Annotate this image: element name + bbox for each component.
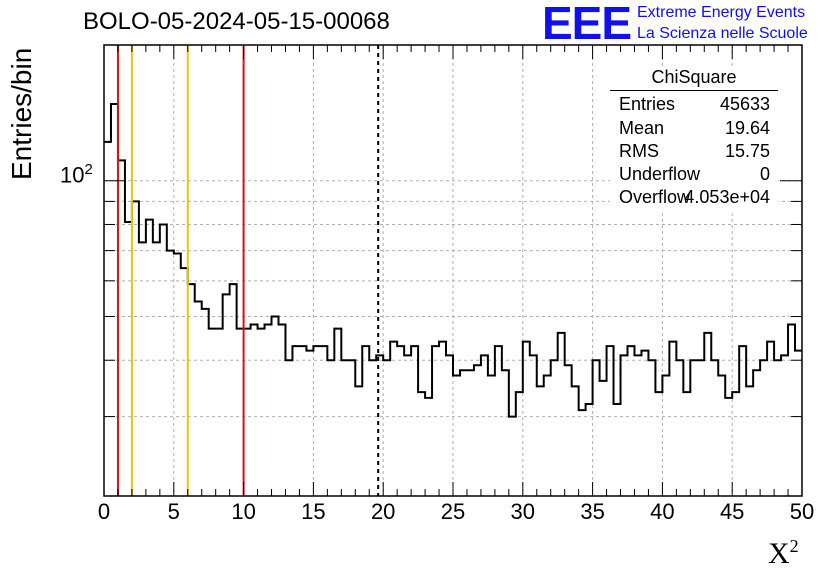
stats-row-entries: Entries 45633 xyxy=(619,94,770,118)
x-tick-label: 45 xyxy=(719,499,745,524)
stats-value: 45633 xyxy=(719,94,770,114)
stats-value: 4.053e+04 xyxy=(684,187,770,207)
stats-key: Underflow xyxy=(619,164,701,184)
logo-line-2: La Scienza nelle Scuole xyxy=(637,25,808,42)
stats-value: 15.75 xyxy=(724,141,770,161)
stats-separator xyxy=(610,90,778,91)
x-tick-label: 50 xyxy=(789,499,815,524)
stats-value: 19.64 xyxy=(724,118,770,138)
x-tick-label: 40 xyxy=(650,499,675,524)
x-tick-label: 15 xyxy=(301,499,326,524)
stats-row-overflow: Overflow 4.053e+04 xyxy=(619,187,770,211)
stats-row-mean: Mean 19.64 xyxy=(619,118,770,142)
x-tick-label: 25 xyxy=(440,499,466,524)
stats-key: Overflow xyxy=(619,187,691,207)
stats-key: Entries xyxy=(619,94,676,114)
stats-key: Mean xyxy=(619,118,665,138)
logo-line-1: Extreme Energy Events xyxy=(637,4,806,21)
y-axis-label: Entries/bin xyxy=(6,47,37,180)
eee-logo: EEE xyxy=(542,0,632,49)
stats-row-rms: RMS 15.75 xyxy=(619,141,770,165)
x-axis-label: X2 xyxy=(768,536,799,570)
x-tick-label: 10 xyxy=(231,499,256,524)
stats-row-underflow: Underflow 0 xyxy=(619,164,770,188)
chart-title: BOLO-05-2024-05-15-00068 xyxy=(83,8,390,35)
x-tick-label: 0 xyxy=(97,499,111,524)
stats-key: RMS xyxy=(619,141,659,161)
stats-box: ChiSquare Entries 45633 Mean 19.64 RMS 1… xyxy=(610,66,778,210)
x-tick-label: 5 xyxy=(167,499,180,524)
x-tick-label: 35 xyxy=(580,499,605,524)
x-tick-label: 30 xyxy=(510,499,536,524)
histogram xyxy=(104,102,802,418)
y-tick-label: 102 xyxy=(60,160,93,188)
stats-name: ChiSquare xyxy=(651,67,737,87)
x-tick-label: 20 xyxy=(370,499,396,524)
stats-value: 0 xyxy=(759,164,770,184)
